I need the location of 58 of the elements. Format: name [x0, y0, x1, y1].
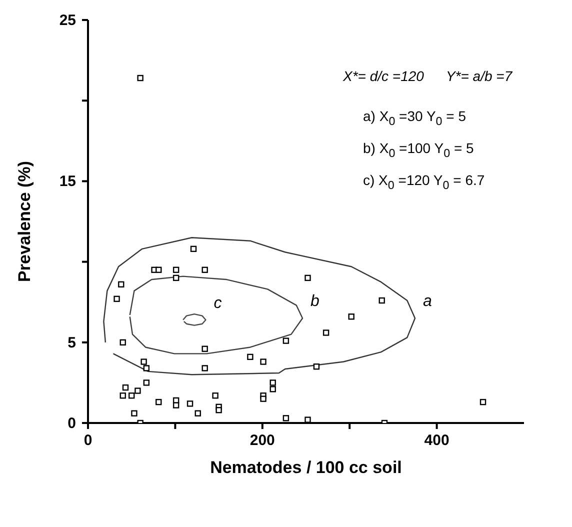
- annotation: X*= d/c =120: [343, 67, 424, 86]
- point: [270, 386, 276, 392]
- point: [260, 396, 266, 402]
- point: [172, 266, 180, 273]
- point: [202, 346, 208, 352]
- point: [143, 380, 150, 386]
- point: [270, 380, 276, 386]
- point: [143, 365, 150, 372]
- y-tick-label: 15: [59, 173, 76, 190]
- point: [122, 384, 129, 391]
- point: [480, 398, 486, 406]
- point: [194, 410, 201, 416]
- line-series: [129, 276, 304, 354]
- series-label: b: [310, 293, 320, 310]
- x-tick-label: 0: [84, 432, 92, 449]
- point: [322, 330, 330, 336]
- series-label: c: [214, 294, 222, 312]
- point: [202, 365, 208, 372]
- point: [118, 281, 124, 288]
- x-tick-label: 400: [424, 432, 450, 449]
- point: [134, 388, 141, 394]
- point: [313, 363, 320, 370]
- point: [282, 415, 290, 422]
- point: [172, 274, 180, 282]
- point: [156, 398, 162, 406]
- annotation: b) X$_{0}$ =100 Y$_{0}$ = 5: [362, 138, 475, 162]
- point: [202, 266, 208, 273]
- point: [172, 402, 180, 408]
- point: [260, 358, 266, 365]
- x-tick-label: 200: [250, 432, 275, 449]
- series-label: a: [423, 293, 432, 310]
- annotation: Y*= a/b =7: [446, 67, 512, 86]
- point: [378, 297, 385, 304]
- line-series: [103, 237, 416, 376]
- point: [128, 392, 135, 399]
- point: [114, 296, 120, 302]
- point: [348, 314, 354, 320]
- point: [137, 74, 144, 82]
- line-series: [182, 313, 206, 326]
- point: [156, 266, 162, 273]
- point: [186, 400, 194, 407]
- point: [120, 392, 126, 399]
- point: [120, 339, 126, 346]
- annotation: a) X$_{0}$ =30 Y$_{0}$ = 5: [362, 107, 468, 130]
- x-axis-title: Nematodes / 100 cc soil: [210, 458, 402, 477]
- point: [131, 410, 138, 416]
- point: [282, 338, 290, 344]
- point: [247, 354, 254, 360]
- y-tick-label: 25: [59, 12, 76, 29]
- y-tick-label: 5: [68, 334, 76, 352]
- y-axis-title: Prevalence (%): [15, 161, 34, 282]
- point: [140, 358, 147, 365]
- annotation: c) X$_{0}$ =120 Y$_{0}$ = 6.7: [362, 170, 486, 194]
- point: [190, 246, 197, 252]
- y-tick-label: 0: [68, 415, 76, 432]
- point: [304, 274, 311, 282]
- point: [212, 392, 218, 399]
- point: [216, 407, 222, 414]
